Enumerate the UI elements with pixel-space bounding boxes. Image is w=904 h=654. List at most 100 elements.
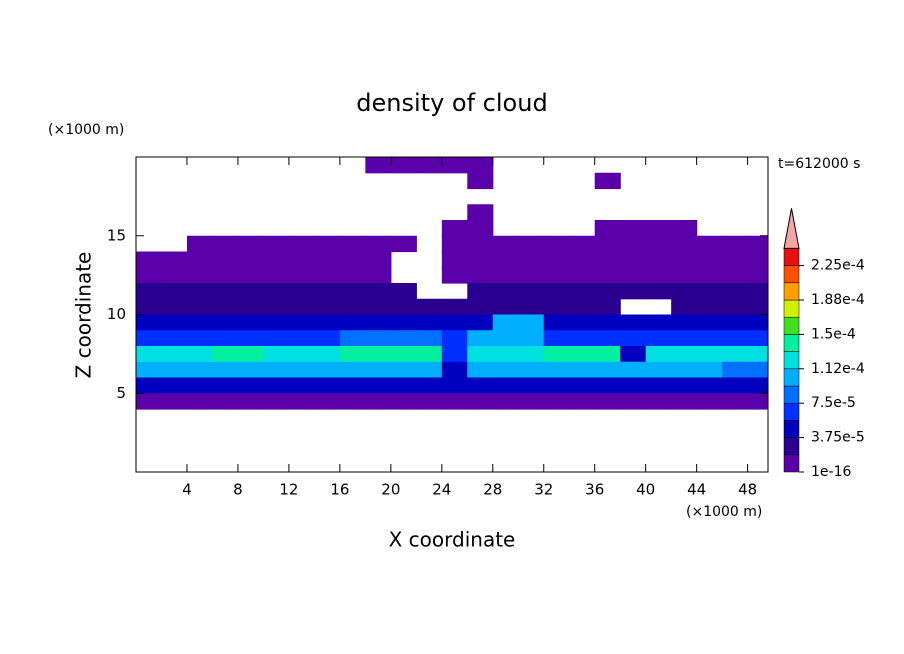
field-cell [620,283,647,300]
field-cell [671,251,698,268]
field-cell [467,220,494,237]
field-cell [543,251,570,268]
field-cell [696,314,723,331]
field-cell [620,251,647,268]
field-cell [186,361,214,379]
field-cell [722,330,749,347]
field-cell [136,346,163,363]
colorbar-band [783,316,800,335]
field-cell [569,330,596,347]
field-cell [365,330,392,347]
field-cell [136,251,163,268]
field-cell [518,298,545,316]
field-cell [263,314,290,331]
field-cell [518,235,545,253]
field-cell [747,283,768,300]
field-cell [237,251,265,268]
field-cell [569,283,596,300]
field-cell [416,314,443,331]
field-cell [416,330,443,347]
field-cell [467,204,494,221]
field-cell [722,393,749,410]
field-cell [620,377,647,394]
field-cell [492,330,519,347]
field-cell [441,361,468,379]
field-cell [339,330,366,347]
field-cell [467,172,494,190]
field-cell [467,393,494,410]
field-cell [620,346,647,363]
field-cell [492,298,519,316]
field-cell [186,377,214,394]
field-cell [237,298,265,316]
field-cell [543,377,570,394]
field-cell [441,235,468,253]
field-cell [543,235,570,253]
field-cell [237,283,265,300]
colorbar-band [783,334,800,352]
field-cell [416,393,443,410]
field-cell [263,283,290,300]
field-cell [212,330,239,347]
field-cell [365,251,392,268]
field-cell [492,235,519,253]
field-cell [722,235,749,253]
chart-title: density of cloud [356,89,547,117]
field-cell [314,314,341,331]
field-cell [518,283,545,300]
field-cell [314,298,341,316]
field-cell [620,361,647,379]
field-cell [314,267,341,284]
field-cell [594,235,621,253]
field-cell [620,267,647,284]
field-cell [186,251,214,268]
field-cell [518,346,545,363]
field-cell [288,346,315,363]
field-cell [671,220,698,237]
field-cell [722,251,749,268]
field-cell [314,330,341,347]
colorbar-band [783,454,800,473]
field-cell [136,361,163,379]
field-cell [696,393,723,410]
field-cell [518,267,545,284]
x-tick-label: 28 [483,481,502,499]
field-cell [212,267,239,284]
field-cell [620,314,647,331]
field-cell [365,298,392,316]
field-cell [186,235,214,253]
field-cell [263,267,290,284]
field-cell [594,251,621,268]
field-cell [620,220,647,237]
field-cell [543,298,570,316]
field-cell [569,235,596,253]
field-cell [543,346,570,363]
field-cell [747,267,768,284]
colorbar-extend [783,208,800,249]
field-cell [416,346,443,363]
field-cell [314,393,341,410]
field-cell [314,251,341,268]
field-cell [467,283,494,300]
field-cell [696,267,723,284]
y-axis-title: Z coordinate [72,252,96,379]
field-cell [569,314,596,331]
field-cell [288,361,315,379]
field-cell [518,314,545,331]
field-cell [696,361,723,379]
field-cell [136,377,163,394]
field-cell [186,298,214,316]
colorbar-band [783,282,800,301]
field-cell [671,298,698,316]
field-cell [671,393,698,410]
field-cell [263,251,290,268]
field-cell [314,377,341,394]
field-cell [263,377,290,394]
field-cell [467,314,494,331]
field-cell [212,235,239,253]
field-cell [390,330,417,347]
field-cell [365,235,392,253]
field-cell [569,251,596,268]
field-cell [620,393,647,410]
field-cell [620,235,647,253]
